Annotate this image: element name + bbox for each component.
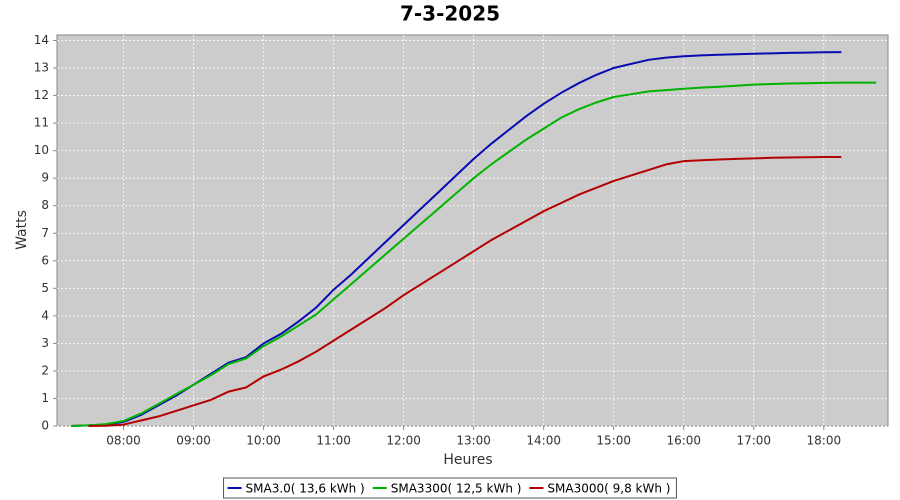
x-tick-label: 13:00 (456, 434, 491, 448)
legend-label: SMA3300( 12,5 kWh ) (391, 482, 522, 496)
x-axis-label: Heures (443, 452, 492, 468)
x-tick-label: 09:00 (176, 434, 211, 448)
series-line (88, 156, 842, 427)
x-tick-label: 16:00 (666, 434, 701, 448)
y-tick-label: 12 (34, 88, 49, 102)
y-tick-label: 1 (41, 391, 49, 405)
x-tick-label: 08:00 (106, 434, 141, 448)
y-tick-label: 10 (34, 143, 49, 157)
y-axis-label: Watts (14, 210, 30, 250)
y-tick-label: 11 (34, 116, 49, 130)
x-tick-label: 17:00 (736, 434, 771, 448)
y-tick-label: 3 (41, 336, 49, 350)
x-tick-label: 15:00 (596, 434, 631, 448)
series-line (70, 81, 877, 427)
y-tick-label: 5 (41, 281, 49, 295)
x-tick-label: 11:00 (316, 434, 351, 448)
x-tick-label: 18:00 (807, 434, 842, 448)
y-tick-label: 7 (41, 226, 49, 240)
x-tick-label: 14:00 (526, 434, 561, 448)
legend-label: SMA3000( 9,8 kWh ) (547, 482, 670, 496)
y-tick-label: 0 (41, 419, 49, 433)
y-tick-label: 4 (41, 308, 49, 322)
plot-area (56, 34, 889, 427)
y-tick-label: 2 (41, 363, 49, 377)
legend-label: SMA3.0( 13,6 kWh ) (246, 482, 365, 496)
chart-title: 7-3-2025 (400, 2, 500, 26)
y-tick-label: 8 (41, 198, 49, 212)
y-tick-label: 14 (34, 33, 49, 47)
y-tick-label: 9 (41, 171, 49, 185)
y-tick-label: 6 (41, 253, 49, 267)
x-tick-label: 12:00 (386, 434, 421, 448)
x-tick-label: 10:00 (246, 434, 281, 448)
legend-box (223, 477, 677, 499)
y-tick-label: 13 (34, 61, 49, 75)
